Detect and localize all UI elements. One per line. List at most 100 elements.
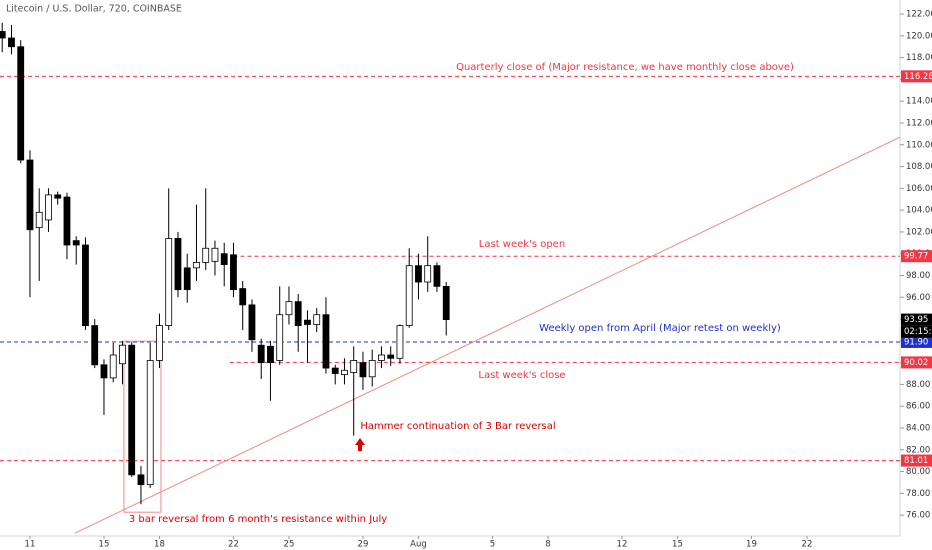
candle-body: [91, 325, 99, 366]
candle-body: [183, 267, 191, 291]
candle-body: [202, 247, 210, 263]
candle-body: [230, 254, 237, 291]
y-tick-label: 96.00: [906, 293, 930, 303]
annotation: Last week's open: [479, 239, 565, 250]
y-tick-label: 110.00: [906, 140, 932, 150]
x-tick-label: 25: [284, 540, 295, 550]
candle-body: [174, 238, 182, 291]
y-tick-label: 102.00: [906, 227, 932, 237]
x-tick-label: 29: [358, 540, 369, 550]
candle-body: [8, 37, 15, 48]
candle-body: [54, 194, 62, 199]
candle-body: [165, 238, 173, 326]
candle-body: [137, 474, 145, 486]
x-tick-label: 19: [746, 540, 757, 550]
candle-body: [350, 360, 358, 373]
x-tick-label: 22: [802, 540, 813, 550]
last-price-tag: 93.95: [904, 315, 928, 325]
candle-body: [211, 247, 219, 262]
candle-body: [45, 194, 52, 221]
x-tick-label: 8: [545, 540, 550, 550]
countdown-tag: 02:15:52: [904, 327, 932, 337]
trend-line: [74, 136, 901, 534]
y-tick-label: 108.00: [906, 162, 932, 172]
y-tick-label: 88.00: [906, 380, 930, 390]
price-tag-box: [901, 250, 932, 263]
y-tick-label: 82.00: [906, 445, 930, 455]
annotation: Last week's close: [478, 370, 565, 381]
candle-body: [100, 364, 108, 379]
y-tick-label: 112.00: [906, 118, 932, 128]
candle-body: [128, 344, 136, 476]
price-tag-box: [901, 356, 932, 369]
candle-body: [442, 285, 450, 321]
countdown-tag-box: [901, 325, 932, 338]
candle-body: [368, 360, 376, 378]
x-tick-label: 11: [25, 540, 36, 550]
candle-body: [156, 325, 163, 361]
candle-body: [304, 319, 311, 325]
y-tick-label: 76.00: [906, 511, 930, 521]
x-tick-label: 12: [617, 540, 628, 550]
candle-body: [248, 304, 256, 341]
candle-body: [415, 265, 422, 283]
candle-body: [109, 354, 117, 379]
y-tick-label: 114.00: [906, 97, 932, 107]
candle-body: [257, 344, 265, 364]
candle-body: [220, 253, 228, 265]
x-tick-label: 22: [228, 540, 239, 550]
price-tag: 99.77: [904, 252, 928, 262]
y-tick-label: 122.00: [906, 10, 932, 20]
candle-body: [396, 325, 404, 359]
candle-body: [322, 314, 330, 369]
price-tag-box: [901, 335, 932, 348]
price-tag: 91.90: [904, 337, 928, 347]
annotation: Hammer continuation of 3 Bar reversal: [360, 421, 555, 432]
chart-title: Litecoin / U.S. Dollar, 720, COINBASE: [6, 4, 182, 15]
candle-body: [119, 344, 126, 365]
candle-body: [405, 265, 413, 326]
y-tick-label: 120.00: [906, 31, 932, 41]
candle-body: [267, 345, 274, 364]
price-tag: 116.28: [904, 72, 932, 82]
candle-body: [285, 301, 293, 316]
y-tick-label: 118.00: [906, 53, 932, 63]
candle-body: [387, 354, 395, 359]
candle-body: [294, 301, 302, 326]
y-tick-label: 106.00: [906, 184, 932, 194]
candle-body: [193, 262, 200, 269]
candle-body: [0, 31, 6, 39]
annotation: Weekly open from April (Major retest on …: [539, 323, 781, 334]
arrow-icon: [355, 438, 365, 451]
x-tick-label: 15: [99, 540, 110, 550]
y-tick-label: 104.00: [906, 206, 932, 216]
annotation: Quarterly close of (Major resistance, we…: [456, 62, 794, 73]
y-tick-label: 86.00: [906, 402, 930, 412]
price-tag: 81.01: [904, 456, 928, 466]
y-tick-label: 98.00: [906, 271, 930, 281]
candle-body: [276, 314, 284, 361]
candle-body: [35, 211, 43, 228]
candle-body: [341, 369, 348, 376]
x-tick-label: 15: [672, 540, 683, 550]
candle-body: [359, 362, 367, 378]
price-tag-box: [901, 70, 932, 83]
y-tick-label: 84.00: [906, 423, 930, 433]
x-tick-label: 5: [490, 540, 495, 550]
candle-body: [17, 46, 25, 161]
candle-body: [63, 196, 71, 246]
price-tag-box: [901, 454, 932, 467]
x-tick-label: 18: [154, 540, 165, 550]
candle-body: [146, 360, 154, 486]
x-tick-label: Aug: [410, 540, 427, 550]
price-tag: 90.02: [904, 358, 928, 368]
reversal-box: [123, 340, 162, 513]
candle-body: [26, 159, 34, 231]
annotation: 3 bar reversal from 6 month's resistance…: [129, 514, 387, 525]
candle-body: [331, 367, 339, 374]
candle-body: [378, 354, 385, 361]
y-tick-label: 78.00: [906, 489, 930, 499]
candle-body: [313, 314, 321, 325]
